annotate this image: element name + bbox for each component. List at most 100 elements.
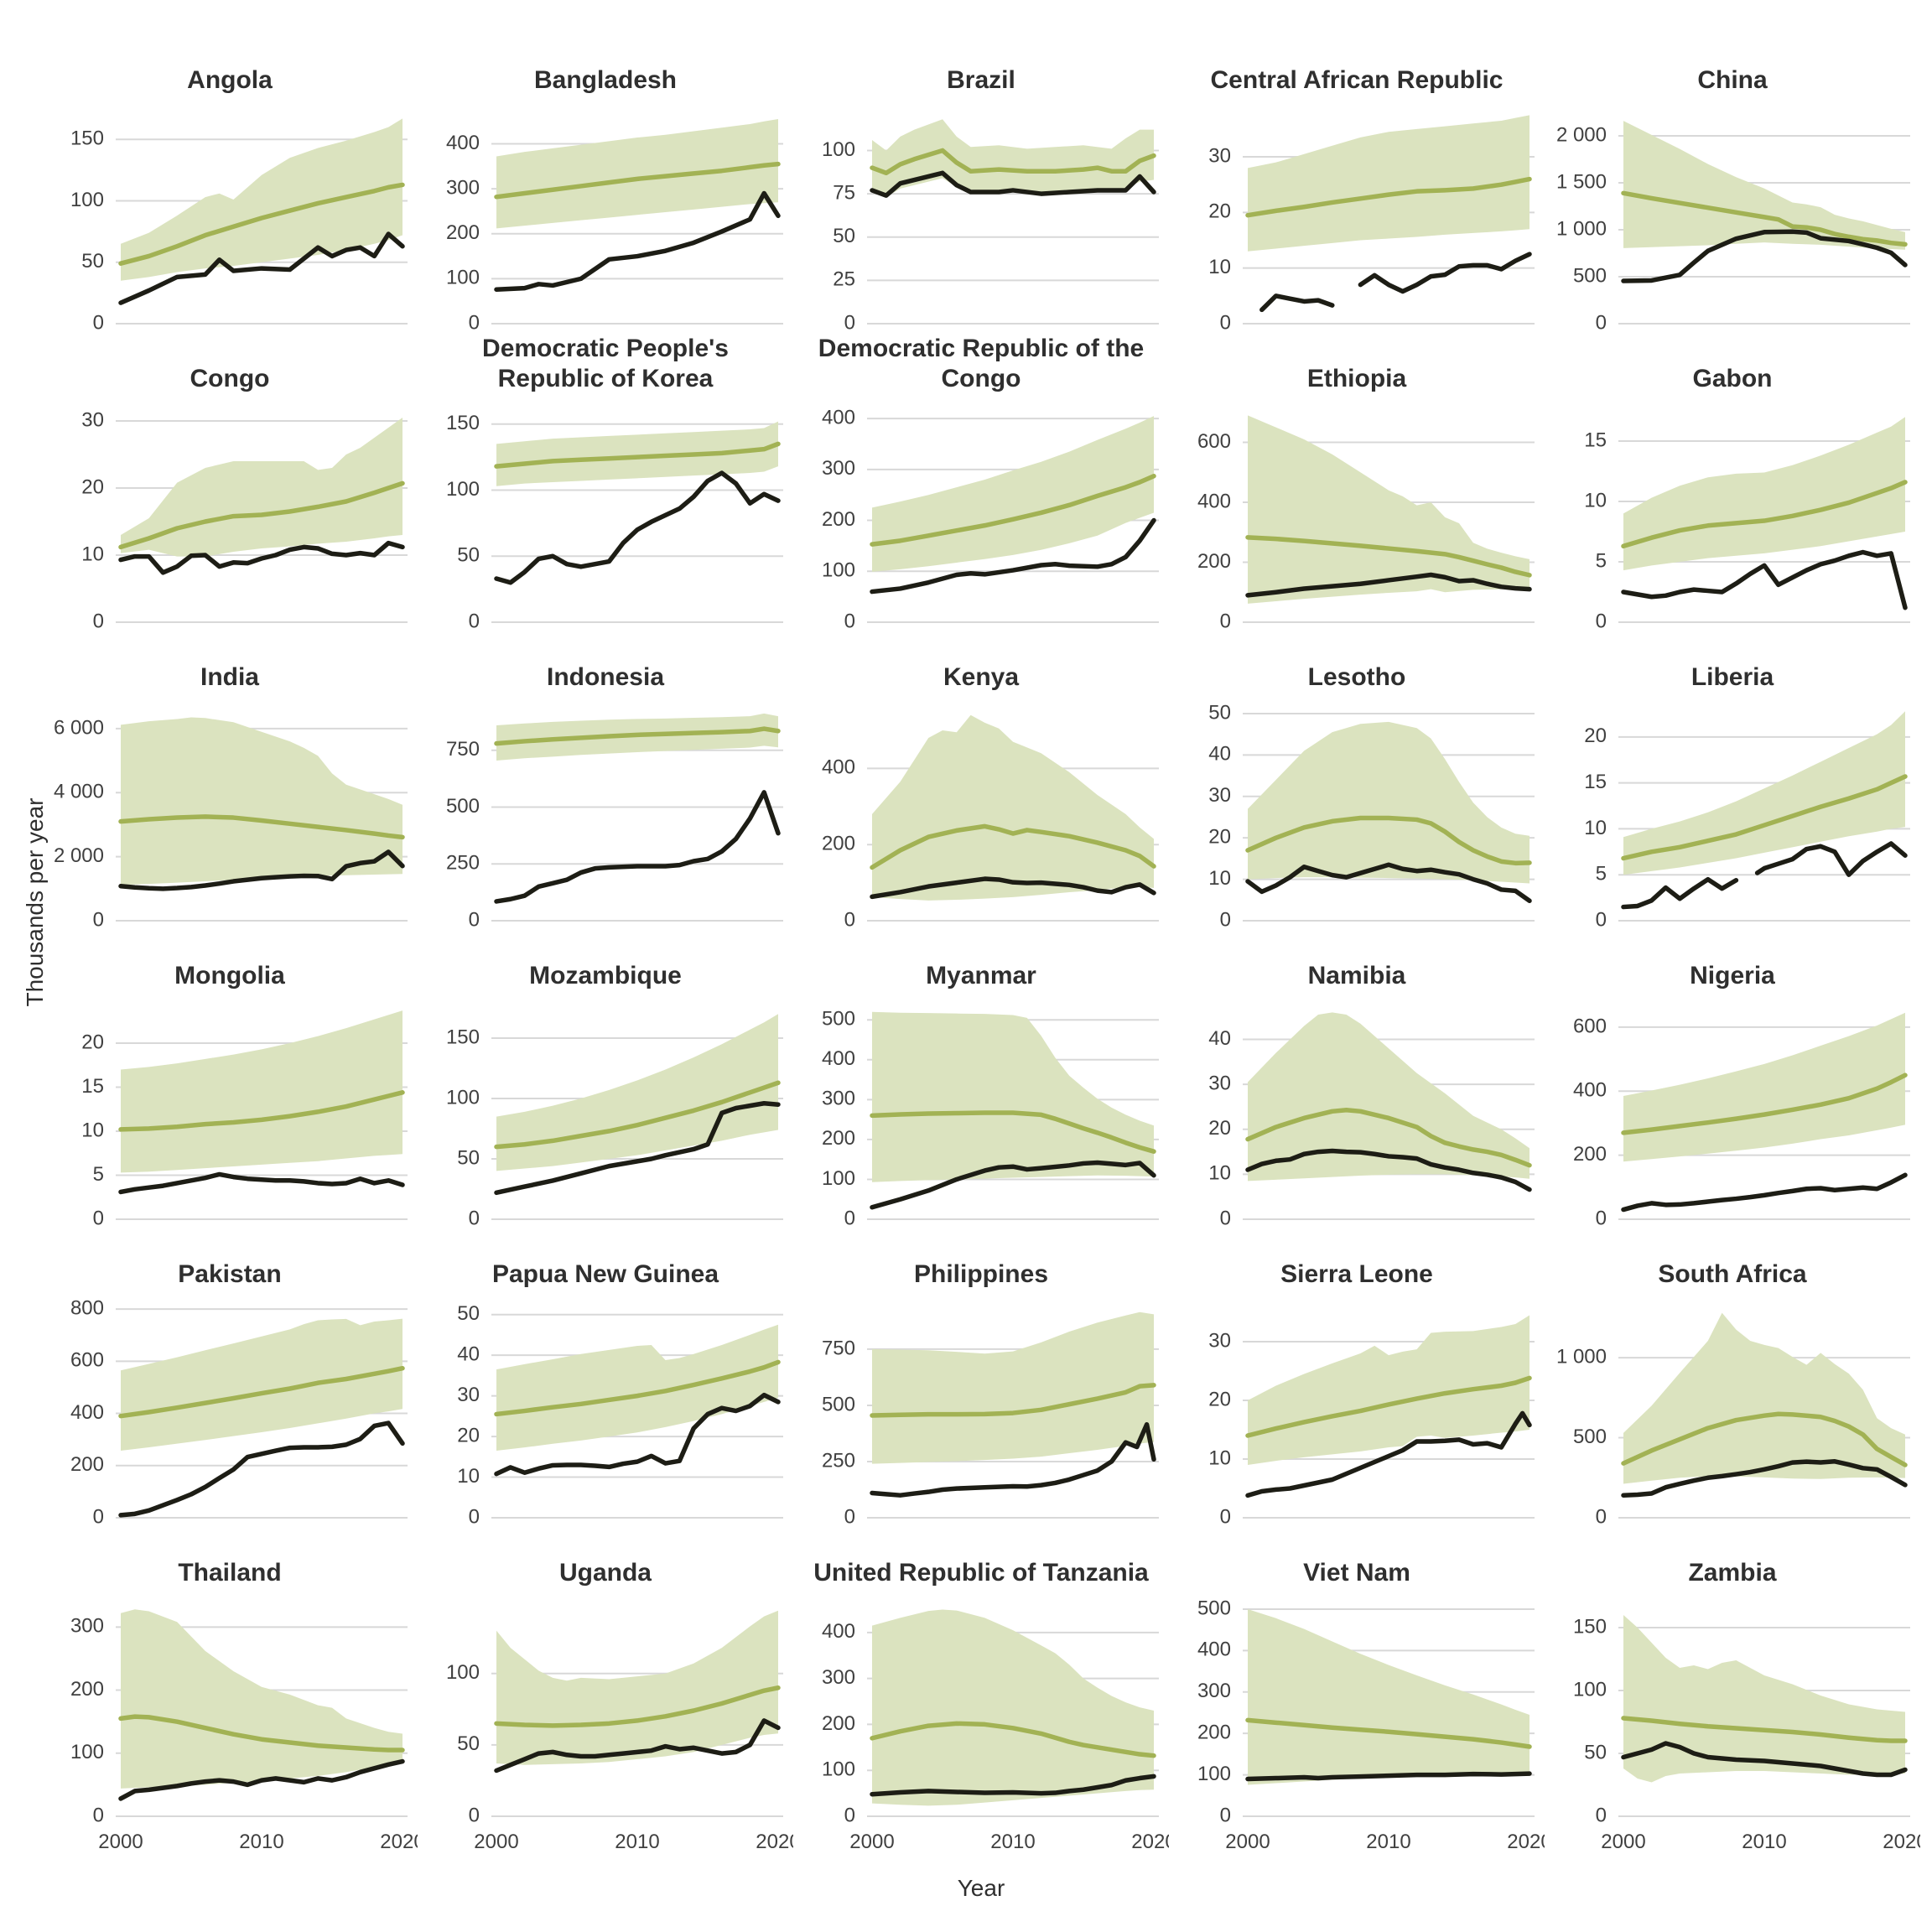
y-tick-label: 2 000	[54, 844, 104, 867]
chart-zambia: 0 50 100 150 2000 2010 2020	[1573, 1615, 1920, 1853]
uncertainty-band	[872, 1011, 1154, 1182]
y-tick-label: 0	[93, 1207, 104, 1228]
uncertainty-band	[1623, 417, 1905, 571]
panel-title: Thailand	[178, 1559, 282, 1587]
y-tick-label: 100	[822, 1758, 855, 1781]
y-tick-label: 30	[1208, 1329, 1231, 1352]
estimate-line	[118, 814, 405, 840]
x-tick-label: 2000	[474, 1831, 518, 1853]
y-tick-label: 200	[822, 833, 855, 855]
y-tick-label: 500	[822, 1393, 855, 1415]
panel-title: Ethiopia	[1306, 365, 1407, 392]
panel-south-africa: South Africa 0 500 1 000	[1545, 1228, 1920, 1526]
estimate-line	[494, 726, 781, 746]
y-tick-label: 400	[822, 406, 855, 428]
y-axis-label: Thousands per year	[22, 797, 48, 1007]
y-tick-label: 100	[1197, 1763, 1231, 1785]
notifications-line	[1621, 549, 1908, 610]
panel-thailand: Thailand 0 100 200 300 2000 2010 2020	[42, 1526, 418, 1860]
y-tick-label: 10	[1208, 1446, 1231, 1469]
chart-mongolia: 0 5 10 15 20	[81, 1010, 408, 1228]
panel-brazil: Brazil 0 25 50 75 100	[793, 34, 1169, 332]
panel-gabon: Gabon 0 5 10 15	[1545, 332, 1920, 631]
notifications-line	[870, 1774, 1156, 1797]
panel-united-republic-of-tanzania: United Republic of Tanzania 0 100 200 300 400…	[793, 1526, 1169, 1860]
y-tick-label: 20	[1208, 826, 1231, 849]
panel-title: Brazil	[947, 66, 1015, 94]
y-tick-label: 15	[1584, 428, 1607, 451]
chart-nigeria: 0 200 400 600	[1573, 1012, 1910, 1228]
notifications-line	[1621, 841, 1908, 910]
y-tick-label: 30	[1208, 1072, 1231, 1094]
y-tick-label: 0	[469, 311, 480, 332]
panel-title: Mozambique	[529, 962, 682, 989]
y-tick-label: 300	[70, 1615, 104, 1638]
y-tick-label: 15	[81, 1075, 104, 1098]
estimate-line	[1245, 1107, 1532, 1168]
y-tick-label: 0	[844, 311, 855, 332]
panel-title: Congo	[190, 365, 270, 392]
estimate-line	[870, 1721, 1156, 1758]
y-tick-label: 0	[1596, 311, 1607, 332]
y-tick-label: 10	[1584, 817, 1607, 839]
panel-philippines: Philippines 0 250 500 750	[793, 1228, 1169, 1526]
panel-china: China 0 500 1 000 1 500 2 000	[1545, 34, 1920, 332]
chart-gabon: 0 5 10 15	[1584, 417, 1910, 631]
y-tick-label: 100	[822, 138, 855, 161]
panel-title: Democratic Republic of the Congo	[818, 335, 1145, 392]
estimate-line	[1621, 774, 1908, 861]
x-tick-label: 2020	[380, 1831, 418, 1853]
y-tick-label: 100	[446, 267, 480, 289]
y-tick-label: 50	[457, 1732, 480, 1755]
notifications-line	[1245, 1148, 1532, 1192]
notifications-line	[118, 849, 405, 891]
panel-lesotho: Lesotho 0 10 20 30 40 50	[1169, 631, 1545, 929]
y-tick-label: 20	[1208, 1117, 1231, 1140]
x-tick-label: 2000	[98, 1831, 143, 1853]
y-tick-label: 750	[822, 1337, 855, 1359]
y-tick-label: 20	[1208, 1388, 1231, 1410]
notifications-line	[118, 231, 405, 305]
uncertainty-band	[1623, 1312, 1905, 1484]
y-tick-label: 0	[93, 311, 104, 332]
y-tick-label: 100	[446, 478, 480, 501]
estimate-line	[1621, 1716, 1908, 1743]
chart-china: 0 500 1 000 1 500 2 000	[1556, 121, 1910, 332]
panel-bangladesh: Bangladesh 0 100 200 300 400	[418, 34, 793, 332]
y-tick-label: 0	[1220, 1207, 1231, 1228]
y-tick-label: 0	[93, 908, 104, 929]
estimate-line	[1621, 1411, 1908, 1467]
y-tick-label: 0	[1596, 908, 1607, 929]
chart-bangladesh: 0 100 200 300 400	[446, 119, 783, 332]
notifications-line	[1245, 1410, 1532, 1498]
y-tick-label: 200	[70, 1453, 104, 1476]
y-tick-label: 500	[1573, 1426, 1607, 1448]
uncertainty-band	[1248, 1012, 1530, 1182]
notifications-line	[870, 1160, 1156, 1210]
x-tick-label: 2010	[615, 1831, 659, 1853]
chart-viet-nam: 0 100 200 300 400 500 2000 2010 2020	[1197, 1597, 1545, 1853]
y-tick-label: 0	[93, 610, 104, 631]
y-tick-label: 0	[1220, 908, 1231, 929]
chart-lesotho: 0 10 20 30 40 50	[1208, 701, 1535, 929]
y-tick-label: 600	[70, 1349, 104, 1372]
notifications-line	[870, 170, 1156, 198]
estimate-line	[118, 1090, 405, 1132]
uncertainty-band	[496, 119, 778, 229]
y-tick-label: 40	[1208, 1027, 1231, 1050]
panel-indonesia: Indonesia 0 250 500 750	[418, 631, 793, 929]
chart-angola: 0 50 100 150	[70, 118, 408, 332]
uncertainty-band	[496, 1610, 778, 1765]
uncertainty-band	[1248, 721, 1530, 884]
y-tick-label: 20	[1584, 724, 1607, 747]
estimate-line	[494, 1080, 781, 1150]
notifications-line	[494, 1392, 781, 1477]
y-tick-label: 800	[70, 1298, 104, 1319]
y-tick-label: 600	[1197, 430, 1231, 453]
uncertainty-band	[496, 1324, 778, 1452]
estimate-line	[494, 1359, 781, 1417]
y-tick-label: 0	[1220, 1804, 1231, 1826]
y-tick-label: 400	[822, 1047, 855, 1070]
y-tick-label: 15	[1584, 771, 1607, 793]
y-tick-label: 5	[93, 1163, 104, 1186]
